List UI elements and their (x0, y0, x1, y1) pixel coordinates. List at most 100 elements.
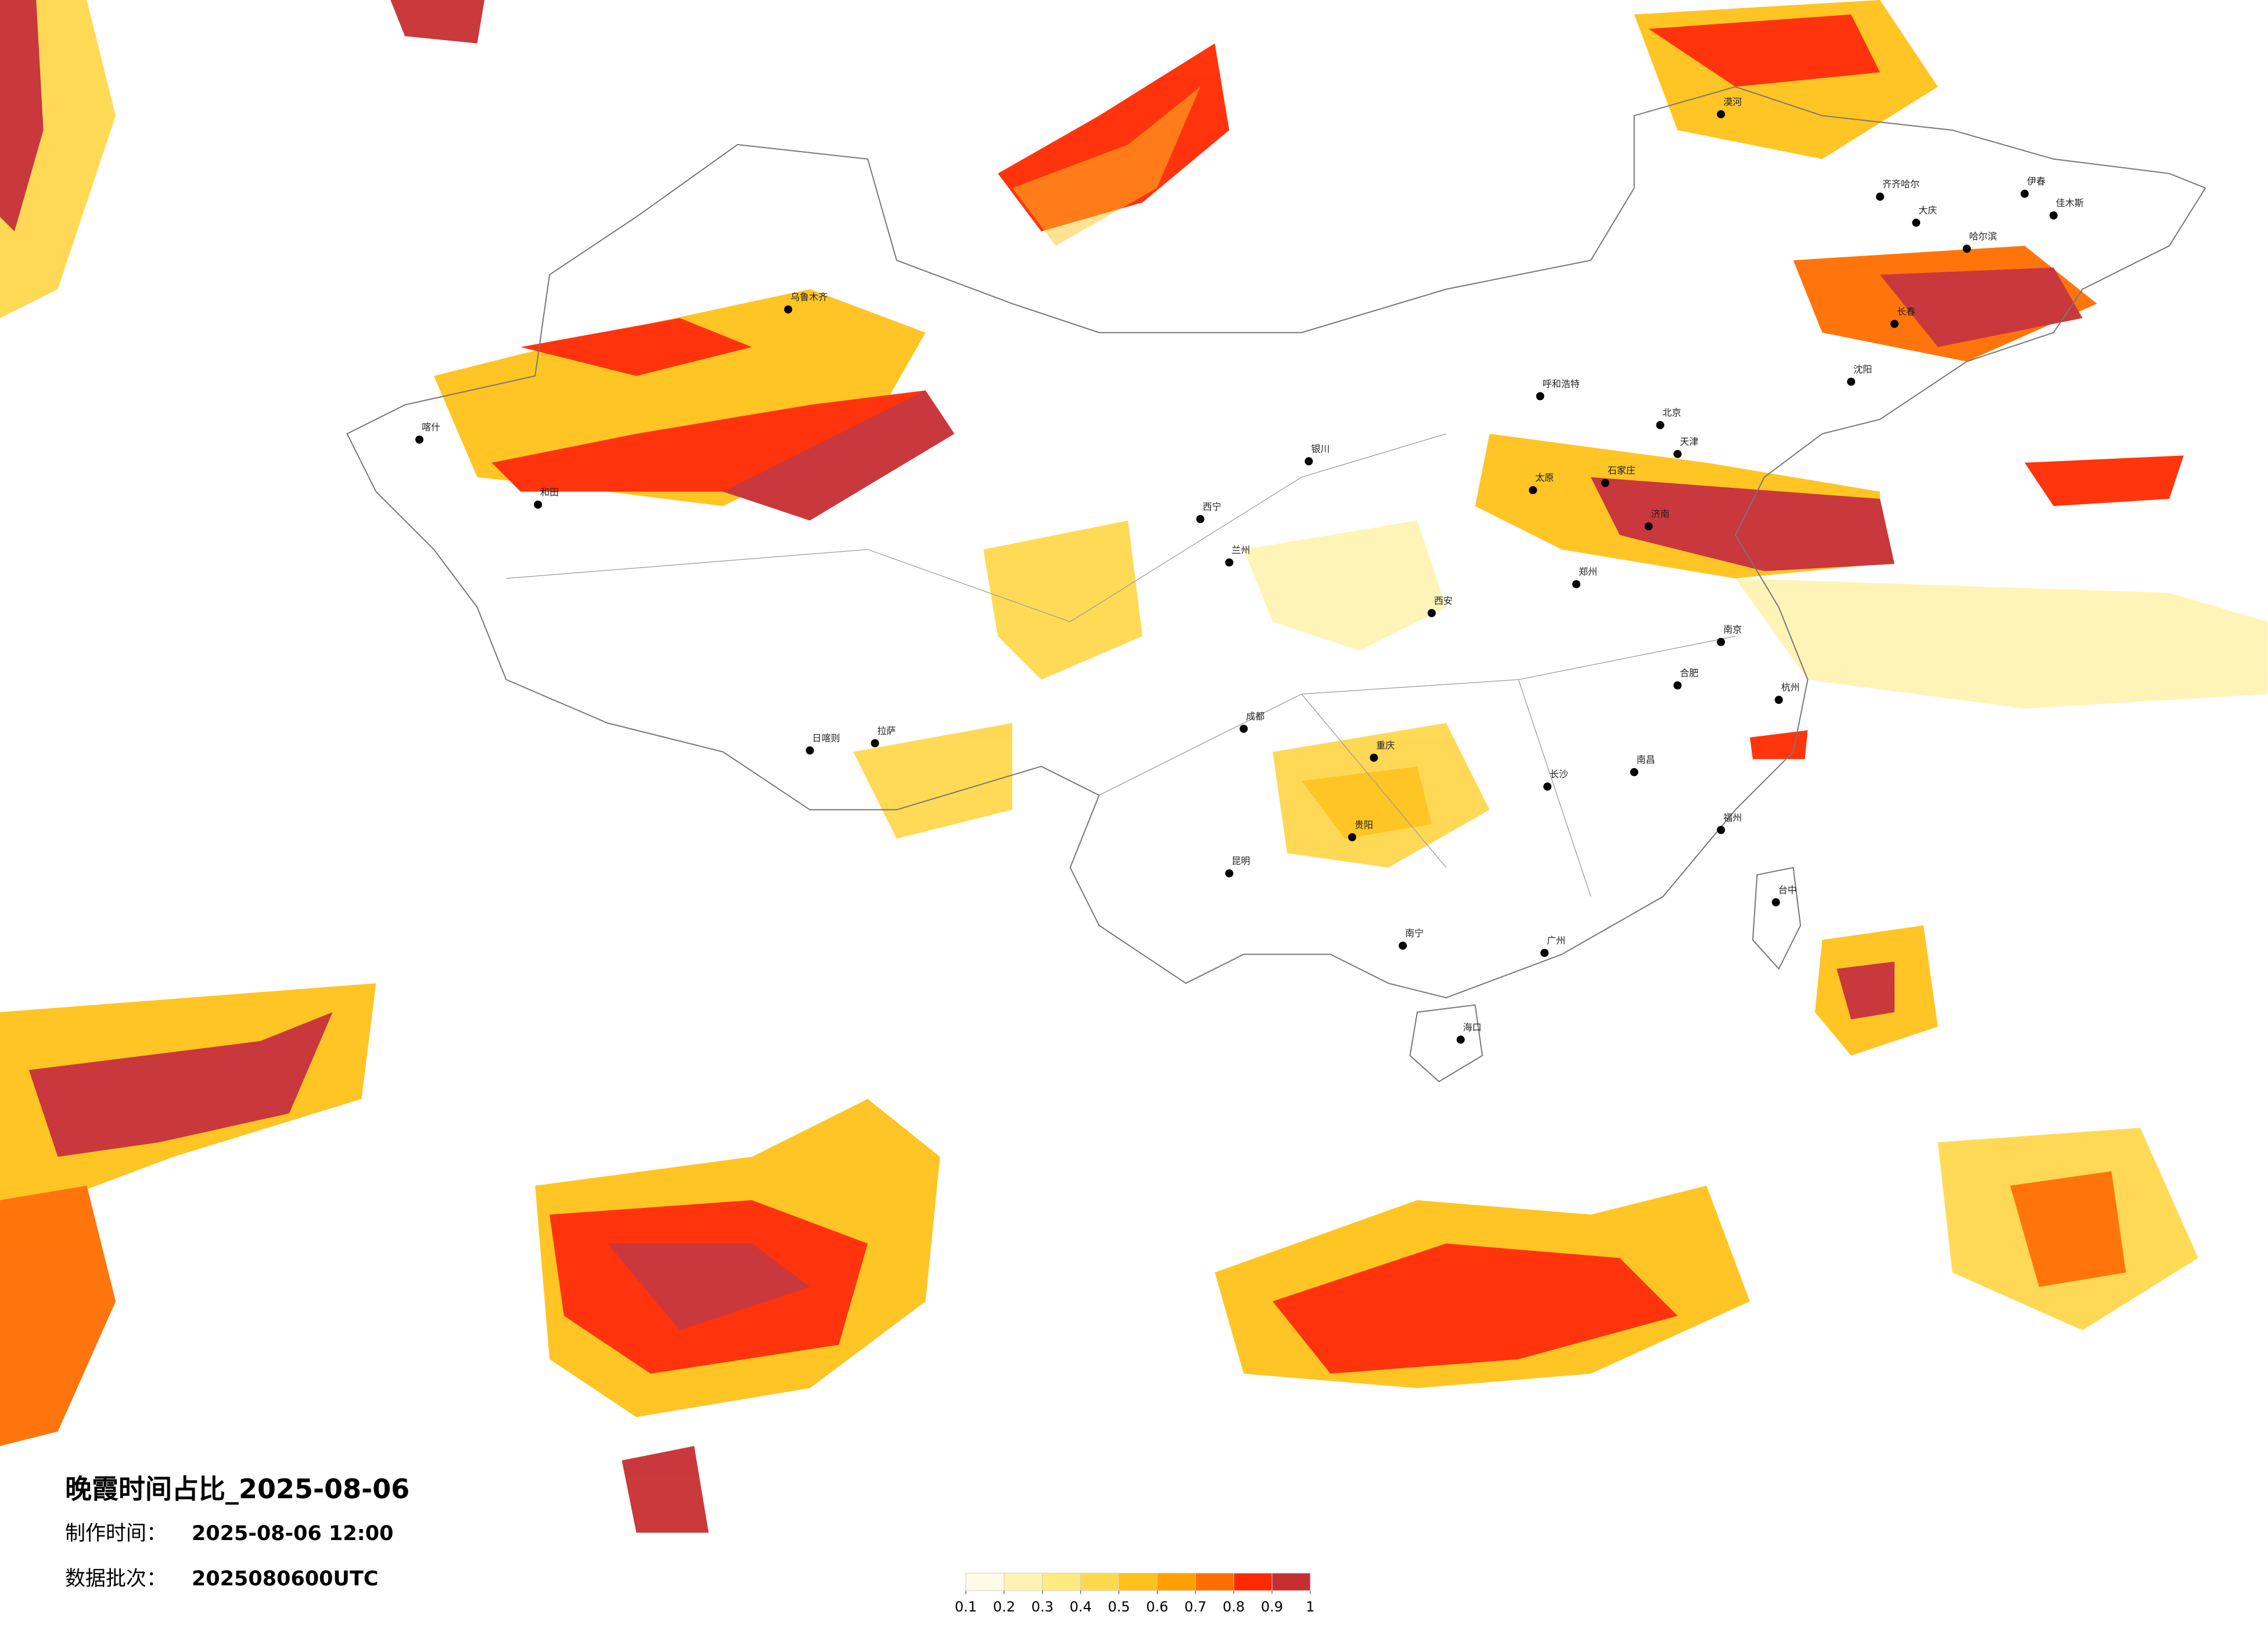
city-dot (1673, 449, 1682, 458)
colorbar-tick-label: 0.8 (1223, 1599, 1245, 1615)
colorbar-tick-label: 1 (1306, 1599, 1314, 1615)
city-dot (1717, 826, 1726, 834)
island-outline (1752, 866, 1802, 970)
colorbar-swatch (1271, 1573, 1311, 1591)
city-dot (1601, 479, 1609, 487)
city-dot (1572, 580, 1581, 588)
map-title: 晚霞时间占比_2025-08-06 (65, 1473, 409, 1505)
city-label: 佳木斯 (2056, 197, 2084, 208)
colorbar-swatch (1156, 1573, 1196, 1591)
colorbar-swatch (1042, 1573, 1081, 1591)
city-dot (2021, 189, 2029, 198)
city-label: 杭州 (1781, 682, 1800, 693)
city-dot (1196, 515, 1205, 523)
city-label: 日喀则 (812, 732, 840, 743)
city-label: 呼和浩特 (1543, 378, 1580, 389)
city-label: 合肥 (1680, 667, 1698, 678)
colorbar-tick-label: 0.4 (1070, 1599, 1092, 1615)
city-label: 天津 (1680, 436, 1698, 447)
city-dot (1225, 869, 1234, 877)
batch: 2025080600UTC (192, 1567, 379, 1591)
city-dot (1370, 753, 1378, 762)
city-label: 哈尔滨 (1969, 231, 1997, 242)
city-dot (1876, 192, 1884, 201)
city-dot (1963, 244, 1971, 253)
city-label: 贵阳 (1354, 819, 1373, 830)
city-dot (2049, 211, 2058, 220)
city-dot (1717, 638, 1726, 646)
colorbar-swatch (1080, 1573, 1120, 1591)
city-label: 昆明 (1232, 855, 1250, 866)
colorbar-swatch (1195, 1573, 1234, 1591)
city-label: 漠河 (1723, 96, 1742, 107)
city-dot (1912, 218, 1921, 227)
city-dot (1399, 941, 1407, 950)
city-label: 齐齐哈尔 (1882, 179, 1920, 190)
colorbar-swatch (1119, 1573, 1158, 1591)
city-label: 和田 (540, 487, 559, 498)
city-dot (1239, 724, 1248, 733)
city-label: 银川 (1311, 443, 1329, 454)
city-dot (1540, 948, 1549, 957)
city-dot (1225, 558, 1234, 567)
colorbar-tick-label: 0.3 (1031, 1599, 1054, 1615)
city-label: 喀什 (422, 422, 440, 433)
city-label: 海口 (1463, 1021, 1482, 1033)
city-label: 济南 (1651, 508, 1670, 519)
city-dot (1536, 392, 1544, 401)
city-dot (1348, 833, 1357, 841)
city-dot (1304, 457, 1313, 466)
city-label: 成都 (1246, 711, 1264, 722)
city-label: 拉萨 (877, 725, 896, 736)
city-dot (806, 746, 814, 755)
city-dot (1717, 110, 1726, 118)
heat-field (0, 0, 2268, 1533)
batch-label: 数据批次： (65, 1567, 167, 1591)
colorbar-swatch (1004, 1573, 1043, 1591)
colorbar-tick-label: 0.2 (993, 1599, 1015, 1615)
city-label: 石家庄 (1608, 465, 1636, 476)
city-dot (1428, 609, 1436, 617)
city-dot (1847, 377, 1856, 386)
city-label: 西安 (1434, 595, 1453, 606)
city-label: 长沙 (1550, 769, 1568, 780)
colorbar-swatch (965, 1573, 1005, 1591)
city-dot (1890, 319, 1899, 328)
city-label: 乌鲁木齐 (790, 292, 828, 303)
city-label: 重庆 (1376, 740, 1395, 751)
colorbar-tick-label: 0.9 (1261, 1599, 1283, 1615)
city-dot (1656, 421, 1665, 430)
city-dot (1774, 696, 1783, 704)
city-dot (871, 739, 879, 747)
made-time-label: 制作时间： (65, 1522, 167, 1545)
city-label: 郑州 (1579, 566, 1597, 577)
colorbar-swatch (1233, 1573, 1273, 1591)
city-label: 北京 (1663, 407, 1681, 418)
city-dot (1644, 522, 1653, 531)
city-label: 福州 (1723, 812, 1742, 823)
city-dot (415, 435, 424, 444)
city-label: 长春 (1897, 306, 1915, 317)
city-dot (1456, 1035, 1465, 1044)
province-borders (506, 433, 1736, 897)
colorbar-tick-label: 0.5 (1108, 1599, 1130, 1615)
colorbar-tick-label: 0.1 (955, 1599, 977, 1615)
city-dot (784, 305, 793, 314)
made-time: 2025-08-06 12:00 (192, 1522, 393, 1545)
colorbar-tick-label: 0.6 (1146, 1599, 1168, 1615)
city-label: 兰州 (1232, 545, 1250, 556)
city-label: 南宁 (1405, 928, 1424, 939)
city-dot (1529, 486, 1537, 495)
city-label: 台中 (1778, 884, 1797, 895)
city-label: 南京 (1723, 624, 1742, 635)
city-label: 伊春 (2027, 176, 2046, 187)
country-outline (346, 86, 2206, 999)
island-outline (1409, 1004, 1483, 1082)
city-dot (1771, 898, 1780, 906)
city-dot (1673, 681, 1682, 690)
city-label: 大庆 (1918, 205, 1937, 216)
city-label: 太原 (1535, 472, 1554, 483)
